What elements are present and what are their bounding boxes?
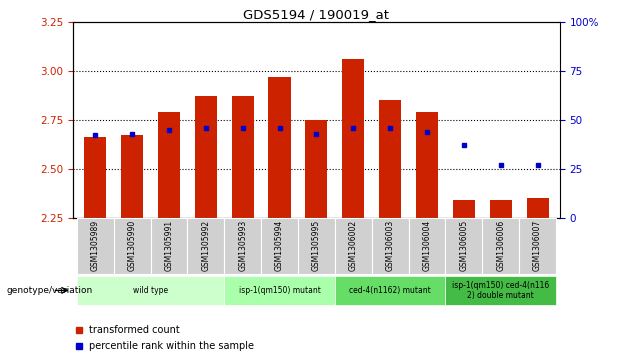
Bar — [519, 218, 556, 274]
Bar — [453, 200, 475, 218]
Bar — [335, 276, 445, 305]
Text: GSM1305989: GSM1305989 — [91, 220, 100, 270]
Text: GSM1305994: GSM1305994 — [275, 220, 284, 271]
Bar — [232, 96, 254, 218]
Text: ced-4(n1162) mutant: ced-4(n1162) mutant — [349, 286, 431, 295]
Text: GSM1306005: GSM1306005 — [459, 220, 468, 271]
Bar — [188, 218, 225, 274]
Bar — [84, 138, 106, 218]
Text: wild type: wild type — [133, 286, 168, 295]
Bar — [335, 218, 371, 274]
Bar — [77, 276, 225, 305]
Bar — [445, 218, 482, 274]
Bar — [225, 218, 261, 274]
Bar — [298, 218, 335, 274]
Bar — [121, 135, 143, 218]
Bar — [77, 218, 114, 274]
Text: GSM1306002: GSM1306002 — [349, 220, 358, 270]
Text: GSM1306007: GSM1306007 — [533, 220, 542, 271]
Bar — [195, 96, 217, 218]
Text: GSM1306003: GSM1306003 — [385, 220, 394, 271]
Title: GDS5194 / 190019_at: GDS5194 / 190019_at — [244, 8, 389, 21]
Text: transformed count: transformed count — [89, 325, 180, 335]
Bar — [114, 218, 151, 274]
Bar — [342, 59, 364, 218]
Bar — [305, 120, 328, 218]
Bar — [445, 276, 556, 305]
Text: percentile rank within the sample: percentile rank within the sample — [89, 340, 254, 351]
Bar — [371, 218, 408, 274]
Text: GSM1305991: GSM1305991 — [165, 220, 174, 270]
Text: GSM1306006: GSM1306006 — [496, 220, 505, 271]
Bar — [151, 218, 188, 274]
Bar — [490, 200, 512, 218]
Bar — [225, 276, 335, 305]
Bar — [158, 112, 180, 218]
Bar — [268, 77, 291, 218]
Text: GSM1306004: GSM1306004 — [422, 220, 431, 271]
Text: GSM1305992: GSM1305992 — [202, 220, 211, 270]
Bar — [482, 218, 519, 274]
Bar — [261, 218, 298, 274]
Bar — [408, 218, 445, 274]
Text: genotype/variation: genotype/variation — [6, 286, 93, 295]
Bar — [416, 112, 438, 218]
Text: GSM1305990: GSM1305990 — [128, 220, 137, 271]
Text: GSM1305993: GSM1305993 — [238, 220, 247, 271]
Text: isp-1(qm150) mutant: isp-1(qm150) mutant — [238, 286, 321, 295]
Text: isp-1(qm150) ced-4(n116
2) double mutant: isp-1(qm150) ced-4(n116 2) double mutant — [452, 281, 550, 300]
Bar — [527, 198, 549, 218]
Text: GSM1305995: GSM1305995 — [312, 220, 321, 271]
Bar — [379, 100, 401, 218]
